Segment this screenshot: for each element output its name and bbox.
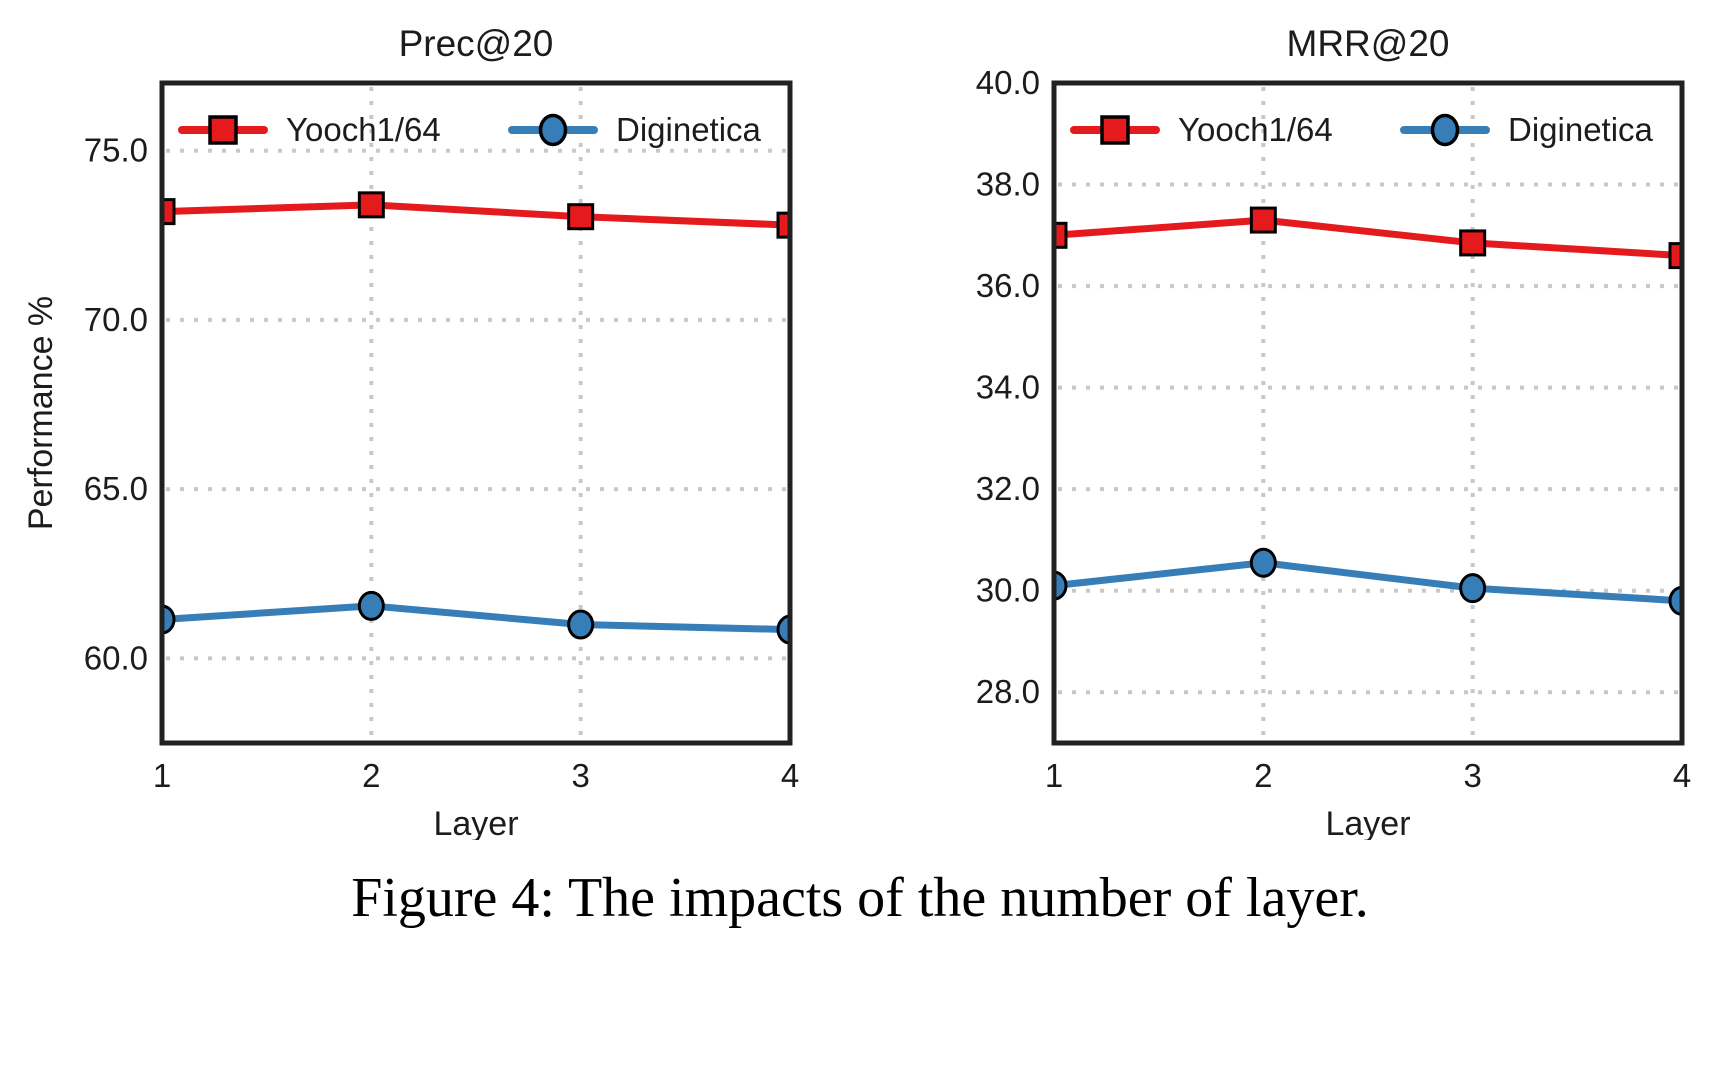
y-tick-label: 32.0: [976, 470, 1040, 507]
y-tick-label: 34.0: [976, 369, 1040, 406]
x-tick-label: 3: [1463, 757, 1481, 794]
x-tick-label: 4: [1673, 757, 1691, 794]
series-line-diginetica: [1054, 559, 1682, 605]
data-point-circle: [357, 590, 385, 621]
x-tick-label: 1: [153, 757, 171, 794]
y-tick-label: 65.0: [84, 470, 148, 507]
data-point-circle: [1249, 547, 1277, 578]
charts-row: Prec@20 75.0 70.0 65.0 60.0 1 2 3 4 Layer Performa…: [12, 8, 1704, 840]
data-point-square: [1249, 206, 1277, 234]
data-point-square: [1668, 242, 1682, 270]
series-line-diginetica: [162, 602, 790, 634]
x-tick-label: 1: [1045, 757, 1063, 794]
legend-item: Diginetica: [508, 111, 762, 148]
legend-circle-marker-icon: [1430, 113, 1460, 147]
data-point-square: [567, 203, 595, 231]
legend-square-marker-icon: [1100, 115, 1130, 145]
x-tick-label: 4: [781, 757, 799, 794]
chart-prec20-svg: Prec@20 75.0 70.0 65.0 60.0 1 2 3 4 Layer Performa…: [22, 23, 799, 840]
chart-prec20: Prec@20 75.0 70.0 65.0 60.0 1 2 3 4 Layer Performa…: [12, 8, 812, 840]
data-point-circle: [776, 614, 790, 645]
data-point-circle: [1459, 573, 1487, 604]
data-point-square: [1054, 221, 1068, 249]
plot-frame: [1051, 80, 1685, 746]
y-tick-label: 28.0: [976, 673, 1040, 710]
legend-circle-marker-icon: [538, 113, 568, 147]
data-point-circle: [1668, 585, 1682, 616]
data-point-circle: [162, 604, 176, 635]
data-point-circle: [567, 609, 595, 640]
x-tick-label: 2: [362, 757, 380, 794]
y-tick-label: 75.0: [84, 132, 148, 169]
chart-title: MRR@20: [1287, 23, 1450, 64]
y-tick-label: 70.0: [84, 301, 148, 338]
series-line-yooch: [162, 201, 790, 229]
legend-label: Yooch1/64: [286, 111, 441, 148]
legend-item: Yooch1/64: [1070, 111, 1333, 148]
data-point-square: [357, 191, 385, 219]
chart-title: Prec@20: [399, 23, 554, 64]
x-axis-label: Layer: [433, 805, 518, 840]
legend-item: Diginetica: [1400, 111, 1654, 148]
y-tick-label: 60.0: [84, 639, 148, 676]
data-point-square: [162, 198, 176, 226]
chart-mrr20-svg: MRR@20 40.0 38.0 36.0 34.0 32.0 30.0 28.0 1 2 3 4 La…: [976, 23, 1691, 840]
plot-frame: [159, 80, 793, 746]
data-point-circle: [1054, 570, 1068, 601]
figure-caption: Figure 4: The impacts of the number of l…: [351, 867, 1369, 929]
data-point-square: [776, 211, 790, 239]
y-axis-label: Performance %: [22, 296, 60, 530]
y-tick-label: 30.0: [976, 572, 1040, 609]
y-tick-label: 38.0: [976, 166, 1040, 203]
legend-label: Diginetica: [1508, 111, 1654, 148]
y-tick-label: 36.0: [976, 267, 1040, 304]
legend-label: Yooch1/64: [1178, 111, 1333, 148]
x-tick-label: 3: [571, 757, 589, 794]
data-point-square: [1459, 229, 1487, 257]
chart-mrr20: MRR@20 40.0 38.0 36.0 34.0 32.0 30.0 28.0 1 2 3 4 La…: [904, 8, 1704, 840]
y-tick-label: 40.0: [976, 64, 1040, 101]
legend-square-marker-icon: [208, 115, 238, 145]
x-axis-label: Layer: [1325, 805, 1410, 840]
series-line-yooch: [1054, 216, 1682, 260]
x-tick-label: 2: [1254, 757, 1272, 794]
legend-item: Yooch1/64: [178, 111, 441, 148]
legend-label: Diginetica: [616, 111, 762, 148]
